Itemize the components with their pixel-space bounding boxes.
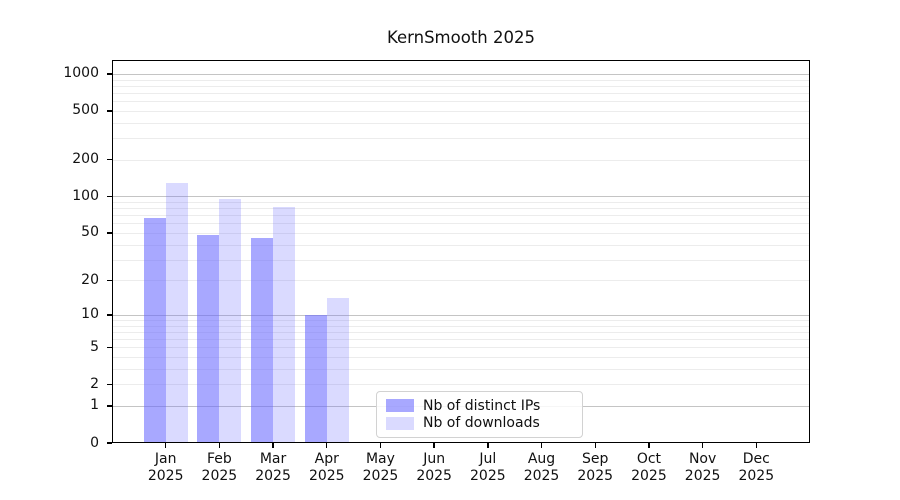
y-tick-mark (107, 383, 112, 385)
y-tick-label: 10 (81, 306, 99, 323)
x-tick-mark (540, 443, 543, 448)
y-tick-mark (107, 232, 112, 234)
y-tick-label: 500 (72, 102, 99, 119)
y-minor-gridline (112, 244, 810, 246)
x-tick-label: Nov 2025 (684, 451, 721, 484)
bar-mar-downloads (273, 206, 296, 443)
y-tick-label: 1000 (63, 65, 99, 82)
x-tick-mark (379, 443, 382, 448)
chart-title: KernSmooth 2025 (386, 28, 535, 47)
y-minor-gridline (112, 384, 810, 386)
y-minor-gridline (112, 92, 810, 94)
x-tick-mark (326, 443, 328, 448)
y-tick-mark (107, 159, 112, 161)
y-minor-gridline (112, 79, 810, 81)
y-major-gridline (112, 196, 810, 198)
bar-mar-ips (251, 238, 274, 443)
x-tick-label: Oct 2025 (631, 451, 667, 484)
y-minor-gridline (112, 259, 810, 261)
legend-row: Nb of distinct IPs (386, 398, 573, 414)
y-tick-label: 50 (81, 224, 99, 241)
legend-swatch (386, 399, 414, 413)
y-tick-mark (107, 195, 112, 198)
bar-jan-ips (143, 217, 166, 443)
y-tick-label: 100 (72, 187, 99, 204)
x-tick-label: Dec 2025 (738, 451, 775, 484)
y-tick-mark (107, 405, 112, 407)
y-minor-gridline (112, 122, 810, 124)
y-tick-label: 200 (72, 151, 99, 168)
bar-apr-ips (304, 314, 327, 443)
y-minor-gridline (112, 208, 810, 210)
y-tick-mark (107, 110, 112, 112)
x-tick-mark (594, 443, 596, 448)
y-minor-gridline (112, 159, 810, 161)
y-minor-gridline (112, 339, 810, 341)
bar-apr-downloads (326, 298, 349, 443)
y-minor-gridline (112, 325, 810, 327)
x-tick-mark (272, 443, 274, 448)
y-tick-mark (107, 346, 112, 348)
y-tick-label: 1 (90, 397, 99, 414)
legend: Nb of distinct IPs Nb of downloads (376, 391, 583, 438)
y-minor-gridline (112, 320, 810, 321)
bar-feb-downloads (219, 199, 242, 443)
y-tick-mark (107, 442, 112, 444)
x-tick-mark (487, 443, 489, 448)
x-tick-label: Sep 2025 (577, 451, 614, 484)
legend-row: Nb of downloads (386, 415, 573, 431)
x-tick-label: Jun 2025 (416, 451, 452, 484)
legend-label: Nb of distinct IPs (423, 397, 541, 414)
y-minor-gridline (112, 331, 810, 333)
y-minor-gridline (112, 357, 810, 359)
x-tick-label: May 2025 (362, 451, 399, 484)
y-minor-gridline (112, 110, 810, 112)
y-tick-mark (107, 73, 112, 75)
y-minor-gridline (112, 280, 810, 282)
bar-jan-downloads (165, 182, 188, 443)
x-tick-label: Feb 2025 (201, 451, 238, 484)
plot-area (112, 60, 810, 443)
y-tick-label: 2 (90, 375, 99, 392)
x-tick-label: Jan 2025 (147, 451, 184, 484)
y-minor-gridline (112, 101, 810, 103)
y-minor-gridline (112, 215, 810, 217)
y-minor-gridline (112, 232, 810, 234)
x-tick-mark (164, 443, 167, 448)
x-tick-label: Mar 2025 (255, 451, 291, 484)
y-tick-label: 20 (81, 271, 99, 288)
x-tick-mark (433, 443, 435, 448)
y-minor-gridline (112, 347, 810, 349)
legend-label: Nb of downloads (423, 415, 540, 432)
x-tick-label: Jul 2025 (470, 451, 506, 484)
y-tick-mark (107, 314, 112, 316)
x-tick-mark (648, 443, 650, 448)
y-minor-gridline (112, 368, 810, 370)
y-minor-gridline (112, 202, 810, 204)
y-minor-gridline (112, 223, 810, 225)
y-tick-label: 0 (90, 434, 99, 451)
bar-feb-ips (197, 235, 220, 443)
x-tick-mark (755, 443, 757, 448)
y-major-gridline (112, 314, 810, 316)
x-tick-label: Apr 2025 (308, 451, 345, 484)
y-major-gridline (112, 73, 810, 75)
x-tick-label: Aug 2025 (523, 451, 560, 484)
legend-swatch (386, 416, 414, 430)
x-tick-mark (701, 443, 704, 448)
y-minor-gridline (112, 138, 810, 140)
x-tick-mark (218, 443, 221, 448)
y-minor-gridline (112, 85, 810, 87)
y-tick-label: 5 (90, 338, 99, 355)
y-tick-mark (107, 279, 112, 282)
